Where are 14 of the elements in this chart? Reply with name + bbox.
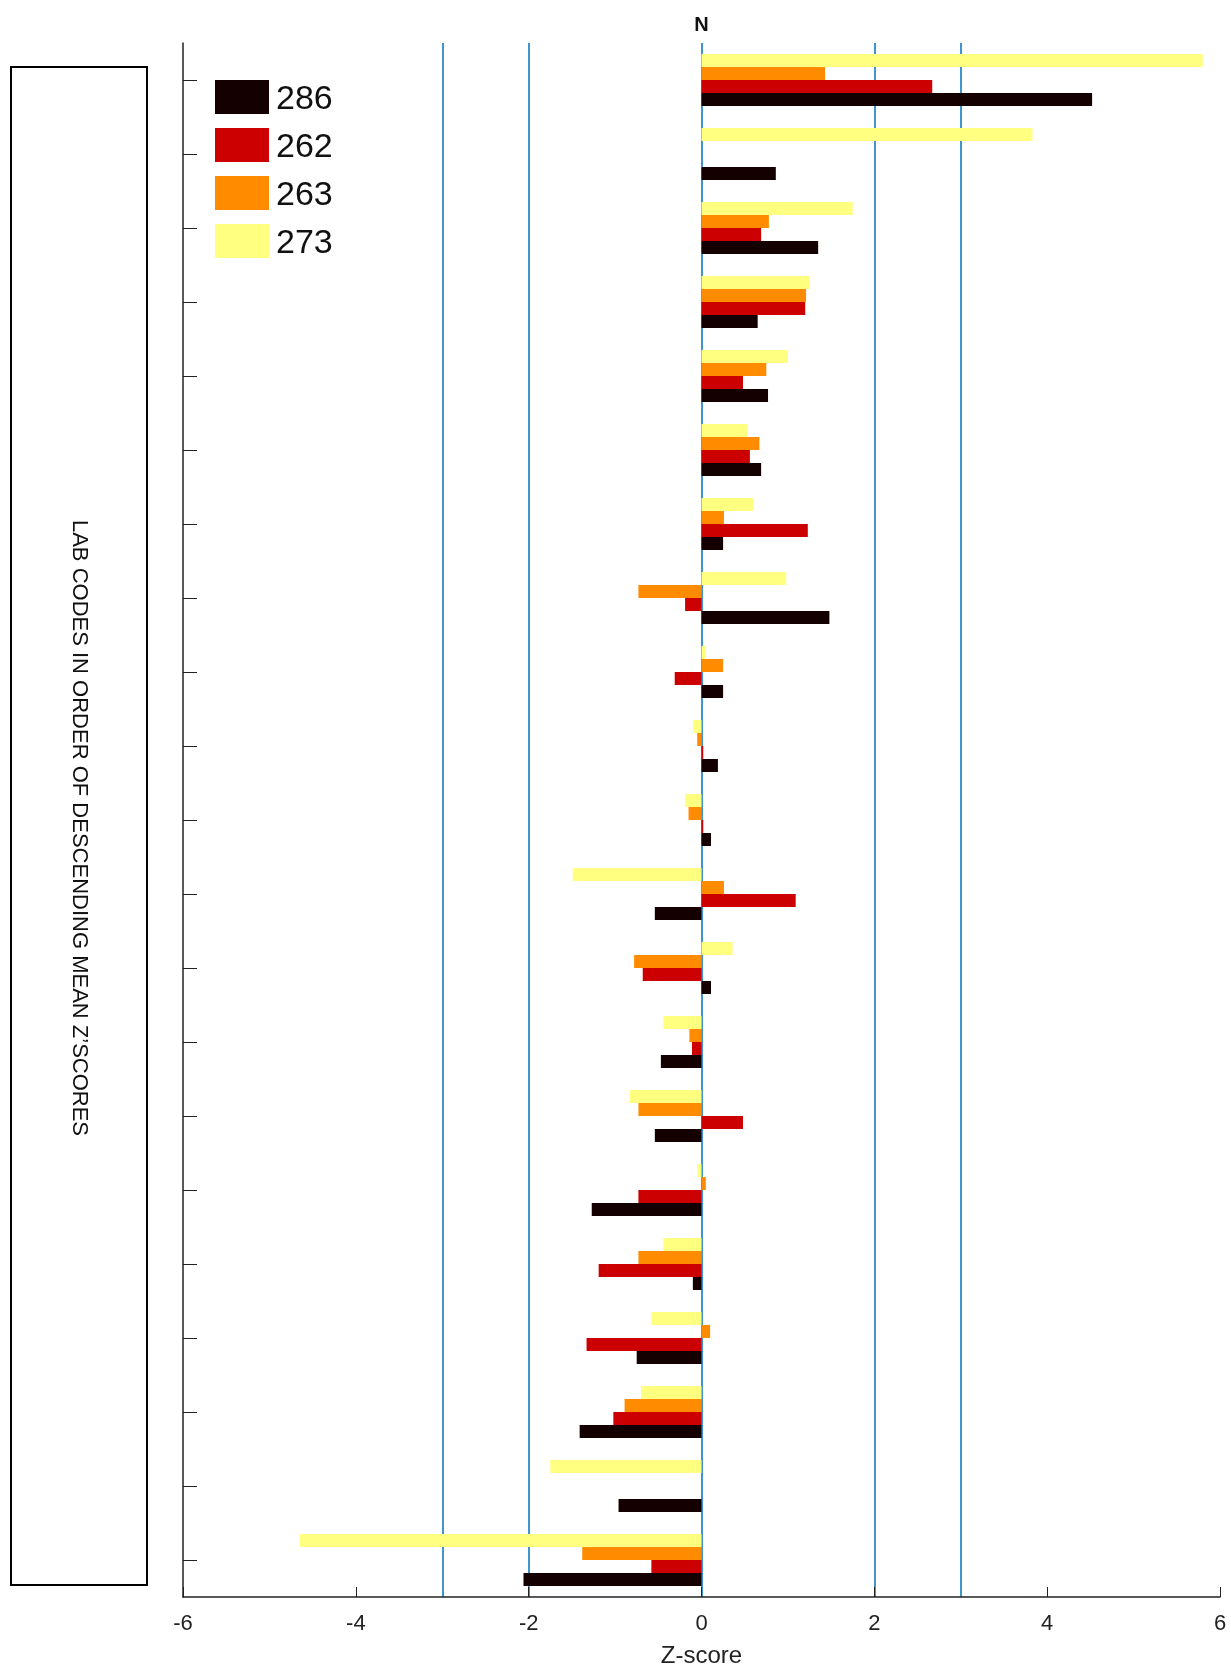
legend-label: 262 bbox=[276, 126, 333, 164]
text: N bbox=[694, 13, 709, 35]
x-tick-label: -6 bbox=[173, 1609, 193, 1635]
x-tick-label: 0 bbox=[695, 1609, 708, 1635]
x-tick-label: 2 bbox=[868, 1609, 881, 1635]
x-tick-label: 6 bbox=[1213, 1609, 1227, 1635]
y-axis-title: LAB CODES IN ORDER OF DESCENDING MEAN Z’SCORES bbox=[67, 519, 93, 1137]
x-tick-label: 4 bbox=[1041, 1609, 1054, 1635]
legend-label: 273 bbox=[276, 222, 333, 260]
legend-label: 263 bbox=[276, 174, 333, 212]
x-tick-label: -2 bbox=[518, 1609, 539, 1635]
legend-label: 286 bbox=[276, 78, 333, 116]
x-axis-title: Z-score bbox=[660, 1640, 743, 1668]
x-tick-label: -4 bbox=[346, 1609, 366, 1635]
